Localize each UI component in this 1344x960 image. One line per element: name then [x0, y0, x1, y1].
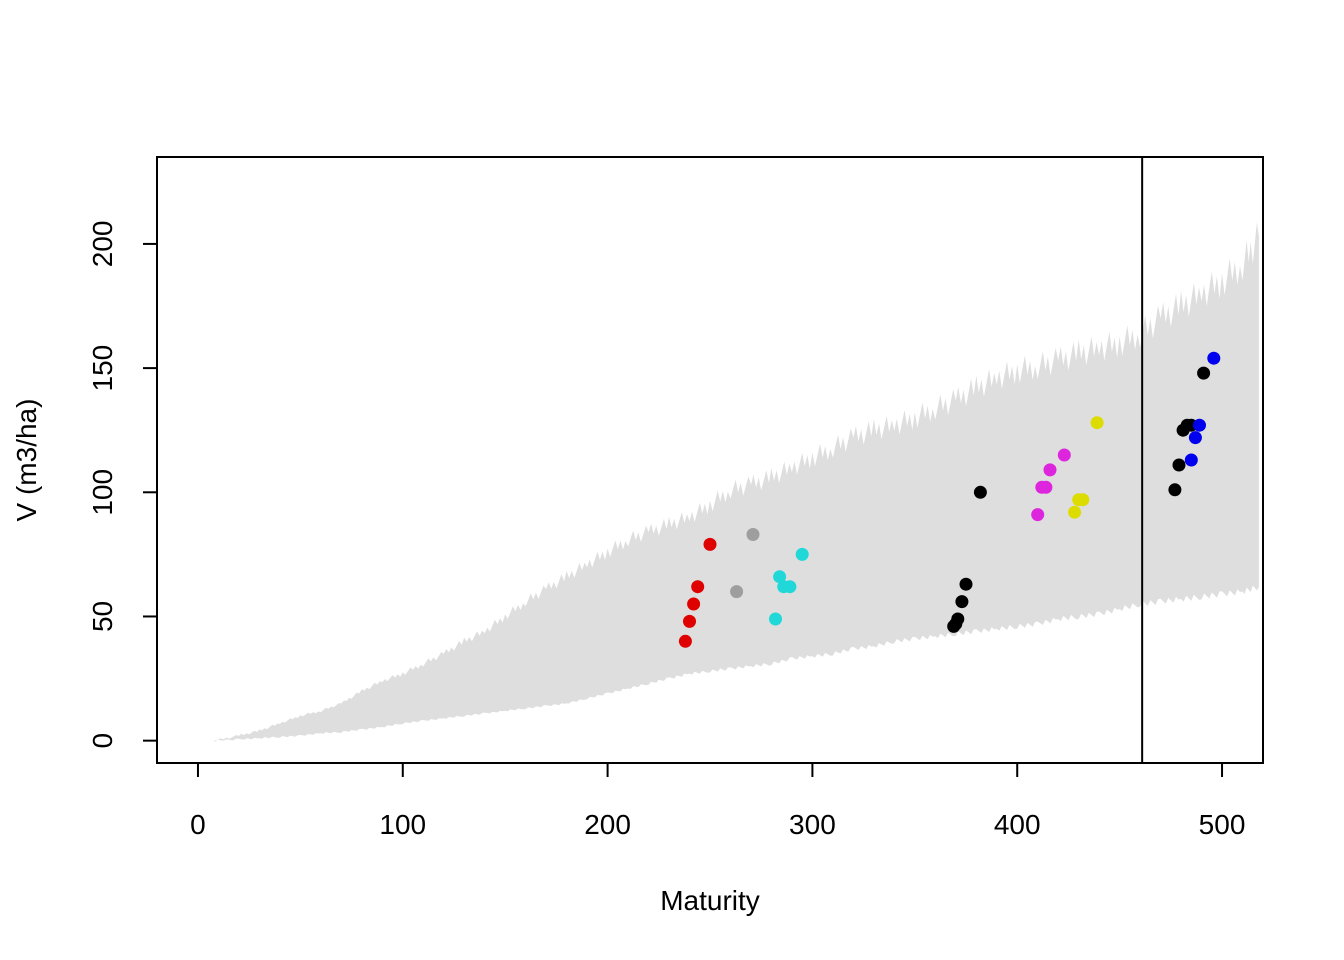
data-point [1076, 493, 1090, 507]
data-point [1207, 351, 1221, 365]
y-tick-label: 0 [87, 733, 118, 749]
points-layer [678, 351, 1221, 648]
data-point [773, 570, 787, 584]
data-point [1172, 458, 1186, 472]
data-point [1043, 463, 1057, 477]
y-tick-label: 200 [87, 221, 118, 268]
data-point [1039, 480, 1053, 494]
data-point [1031, 508, 1045, 522]
data-point [769, 612, 782, 626]
x-tick-label: 300 [789, 809, 836, 840]
envelope-layer [214, 222, 1259, 742]
x-axis: 0 100 200 300 400 500 [190, 762, 1246, 840]
x-tick-label: 100 [379, 809, 426, 840]
data-point [1068, 505, 1082, 519]
data-point [795, 547, 809, 561]
data-point [703, 537, 717, 551]
data-point [955, 595, 969, 609]
data-point [1057, 448, 1071, 462]
y-axis-title: V (m3/ha) [11, 399, 42, 522]
envelope-band [214, 222, 1259, 742]
data-point [959, 577, 973, 591]
data-point [746, 528, 760, 541]
data-point [951, 612, 965, 626]
y-tick-label: 150 [87, 345, 118, 392]
data-point [1184, 453, 1198, 467]
data-point [1188, 431, 1202, 445]
data-point [683, 614, 696, 628]
x-tick-label: 200 [584, 809, 631, 840]
data-point [973, 485, 987, 499]
data-point [691, 580, 705, 594]
data-point [1168, 483, 1182, 497]
y-tick-label: 50 [87, 601, 118, 632]
y-axis: 0 50 100 150 200 [87, 221, 158, 749]
data-point [730, 585, 744, 599]
data-point [687, 597, 701, 611]
x-axis-title: Maturity [660, 885, 760, 916]
data-point [1090, 416, 1104, 430]
data-point [783, 580, 797, 594]
y-tick-label: 100 [87, 469, 118, 516]
x-tick-label: 400 [994, 809, 1041, 840]
x-tick-label: 500 [1199, 809, 1246, 840]
x-tick-label: 0 [190, 809, 206, 840]
data-point [1197, 366, 1211, 380]
data-point [678, 634, 692, 648]
data-point [1193, 418, 1206, 432]
